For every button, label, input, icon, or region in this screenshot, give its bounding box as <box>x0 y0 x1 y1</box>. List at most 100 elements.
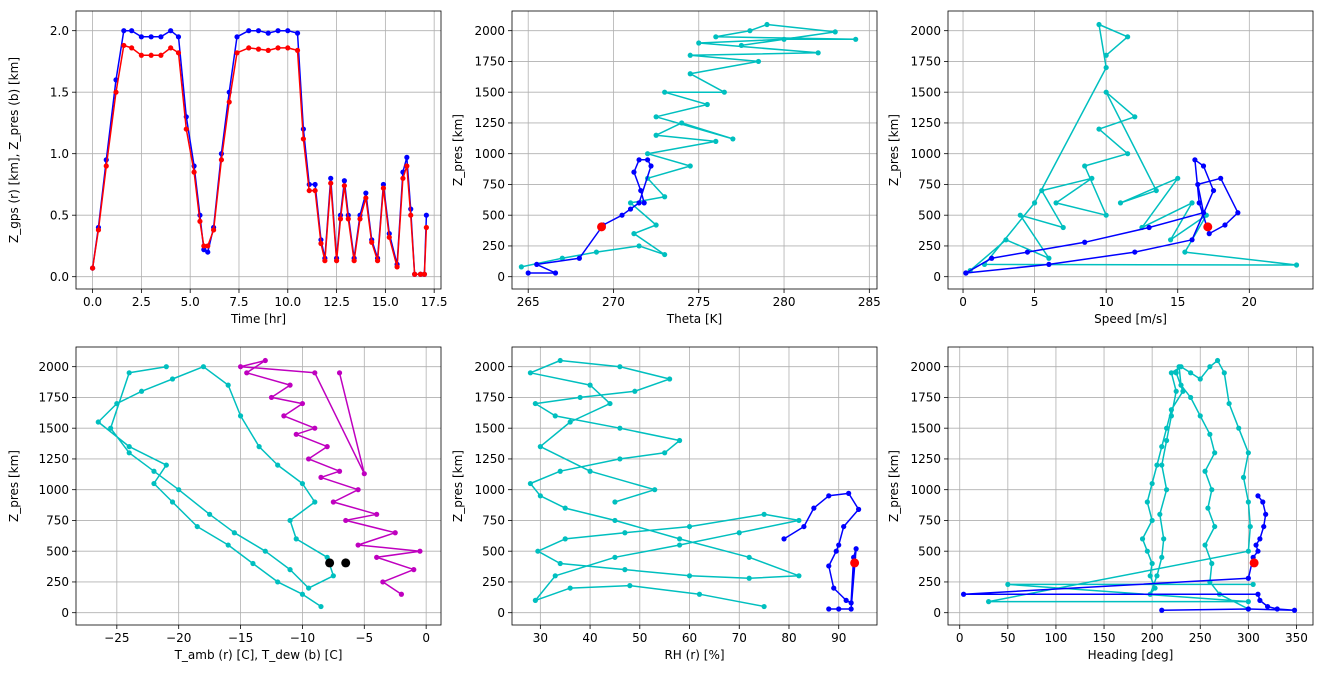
data-point <box>527 480 533 487</box>
series-2 <box>525 157 654 276</box>
x-tick-label: 10.0 <box>274 295 301 309</box>
data-point <box>95 419 101 425</box>
series-1 <box>95 364 336 610</box>
data-point <box>761 603 767 610</box>
x-axis-label: RH (r) [%] <box>664 648 724 662</box>
data-point <box>736 530 742 536</box>
data-point <box>380 185 387 191</box>
data-point <box>1189 237 1195 243</box>
data-point <box>121 28 127 34</box>
plot-area <box>518 21 859 276</box>
y-tick-label: 0.5 <box>50 208 69 222</box>
data-point <box>287 382 293 388</box>
y-tick-label: 2.0 <box>50 24 69 38</box>
data-point <box>337 216 344 222</box>
x-axis-label: Time [hr] <box>230 312 286 326</box>
series-3 <box>325 558 351 568</box>
data-point <box>423 212 429 218</box>
y-tick-label: 250 <box>482 575 505 589</box>
data-point <box>826 563 832 569</box>
data-point <box>1167 237 1174 243</box>
data-point <box>299 591 306 597</box>
data-point <box>687 52 693 58</box>
data-point <box>404 163 410 169</box>
data-point <box>676 437 683 444</box>
x-tick-label: 270 <box>602 295 625 309</box>
data-point <box>1260 499 1266 505</box>
data-point <box>1132 249 1138 255</box>
x-tick-label: 5.0 <box>181 295 200 309</box>
data-point <box>848 606 854 612</box>
data-point <box>1210 187 1217 194</box>
data-point <box>404 154 410 160</box>
data-point <box>336 370 343 376</box>
y-tick-label: 0 <box>933 270 941 284</box>
y-tick-label: 2000 <box>474 360 505 374</box>
data-point <box>306 187 312 194</box>
x-tick-label: 70 <box>732 631 747 645</box>
data-point <box>1202 542 1208 548</box>
data-point <box>129 45 135 51</box>
data-point <box>318 474 324 480</box>
data-point <box>1209 560 1215 567</box>
axes-frame <box>947 10 1314 290</box>
data-point <box>985 599 992 605</box>
y-tick-label: 1750 <box>910 391 941 405</box>
data-point <box>1255 591 1261 597</box>
data-point <box>761 511 767 517</box>
data-point <box>380 181 387 188</box>
data-point <box>183 126 189 132</box>
data-point <box>265 30 271 36</box>
data-point <box>207 511 213 517</box>
data-point <box>417 271 424 277</box>
data-point <box>1163 487 1170 493</box>
series-1 <box>527 357 802 610</box>
data-point <box>636 200 642 206</box>
data-point <box>268 394 275 401</box>
data-point <box>312 187 318 194</box>
x-tick-label: −15 <box>228 631 253 645</box>
data-point <box>963 270 969 276</box>
data-point <box>299 400 306 407</box>
data-point <box>781 36 787 42</box>
y-tick-label: 1500 <box>474 421 505 435</box>
data-point <box>1202 468 1208 474</box>
data-point <box>205 249 211 255</box>
data-point <box>138 34 144 40</box>
data-point <box>336 468 343 474</box>
data-point <box>1206 231 1212 237</box>
data-point <box>662 251 668 258</box>
data-point <box>255 46 262 52</box>
series-1 <box>89 28 429 277</box>
data-point <box>1117 200 1124 206</box>
y-tick-label: 750 <box>482 514 505 528</box>
series-1 <box>967 21 1300 274</box>
data-point <box>121 42 127 49</box>
data-point <box>841 523 847 530</box>
data-point <box>355 487 361 493</box>
data-point <box>355 542 361 548</box>
data-point <box>1188 370 1194 376</box>
data-point <box>1214 357 1221 364</box>
y-tick-label: 1000 <box>38 483 69 497</box>
x-axis-label: T_amb (r) [C], T_dew (b) [C] <box>174 648 343 662</box>
data-point <box>612 554 618 560</box>
series-1 <box>518 21 859 270</box>
data-point <box>237 364 244 370</box>
data-point <box>713 138 719 144</box>
y-tick-label: 500 <box>918 208 941 222</box>
data-point <box>1226 400 1232 407</box>
x-tick-label: 60 <box>682 631 697 645</box>
y-tick-label: 0 <box>497 606 505 620</box>
data-point <box>537 444 543 450</box>
data-point <box>1159 554 1165 560</box>
y-tick-label: 500 <box>482 544 505 558</box>
data-point <box>662 450 668 456</box>
data-point <box>1173 370 1179 376</box>
series-2 <box>963 157 1241 276</box>
data-point <box>557 560 563 567</box>
data-point <box>1039 187 1045 194</box>
data-point <box>392 530 398 536</box>
data-point <box>163 462 169 468</box>
data-point <box>148 52 154 58</box>
